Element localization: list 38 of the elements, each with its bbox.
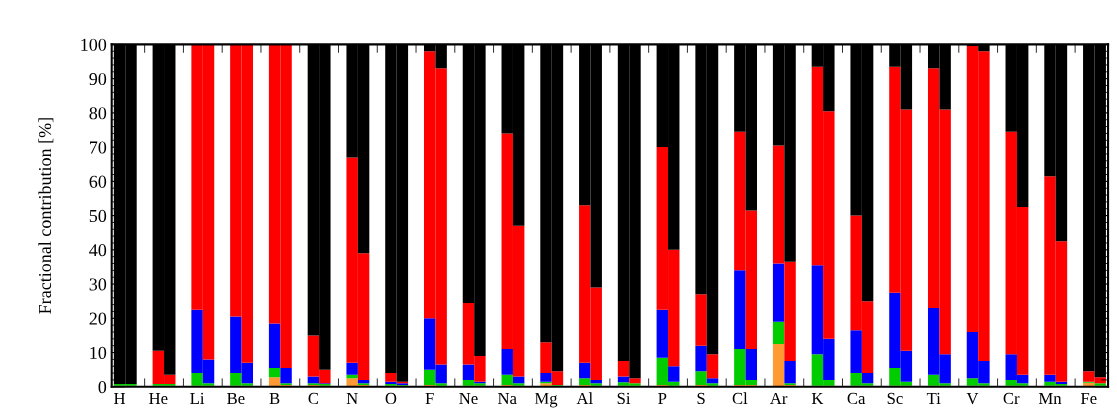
x-tick-label: He (149, 392, 168, 405)
y-tick-label: 80 (89, 107, 107, 120)
x-tick-label: Mn (1038, 392, 1062, 404)
x-tick-label: Na (498, 392, 517, 405)
x-tick-label: Fe (1080, 392, 1097, 405)
y-tick-label: 20 (89, 312, 107, 325)
x-tick-label: Ca (847, 392, 866, 405)
y-tick-label: 0 (98, 381, 107, 394)
y-tick-label: 40 (89, 244, 107, 257)
x-tick-label: Li (190, 392, 205, 404)
y-axis-title: Fractional contribution [%] (38, 118, 54, 314)
x-tick-label: V (966, 392, 979, 405)
y-tick-label: 90 (89, 72, 107, 86)
x-tick-label: Ne (459, 392, 478, 405)
x-tick-label: F (425, 392, 434, 404)
x-tick-label: Be (227, 392, 245, 405)
x-tick-label: Si (617, 392, 631, 405)
x-tick-label: O (385, 392, 397, 405)
x-tick-label: K (811, 392, 824, 404)
x-tick-label: B (269, 392, 280, 404)
y-tick-label: 100 (81, 38, 107, 51)
y-tick-label: 50 (89, 209, 107, 223)
x-tick-label: S (697, 392, 705, 405)
y-tick-label: 30 (89, 278, 107, 291)
x-tick-label: Mg (534, 392, 558, 408)
x-tick-label: Al (576, 392, 593, 404)
x-tick-label: C (308, 392, 319, 405)
y-tick-label: 10 (90, 346, 107, 359)
x-tick-label: Sc (887, 392, 903, 405)
y-tick-label: 70 (89, 141, 107, 154)
x-tick-label: Cl (732, 392, 748, 405)
x-tick-label: Ti (926, 392, 941, 404)
x-tick-label: Ar (770, 392, 788, 404)
x-tick-label: N (346, 392, 358, 404)
y-tick-label: 60 (89, 175, 107, 188)
x-tick-label: H (114, 392, 126, 404)
x-tick-label: P (658, 392, 667, 404)
x-tick-label: Cr (1003, 392, 1020, 405)
